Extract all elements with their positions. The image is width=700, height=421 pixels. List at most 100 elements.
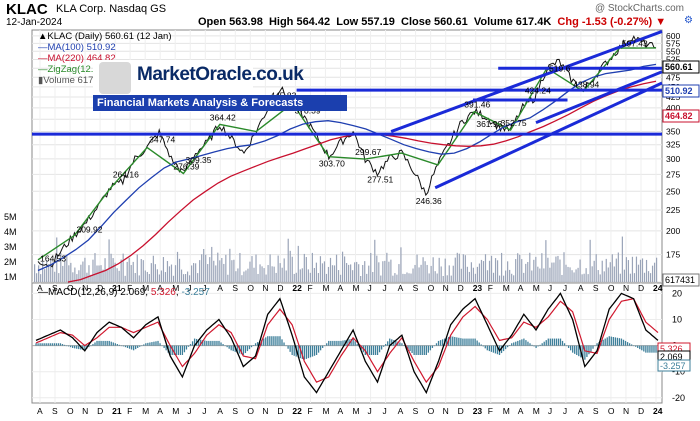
macd-histogram-bar (230, 345, 232, 351)
macd-histogram-bar (242, 345, 245, 355)
volume-bar (297, 245, 299, 282)
macd-histogram-bar (569, 345, 572, 351)
volume-bar (529, 252, 531, 282)
volume-bar (422, 257, 424, 282)
x-tick-label: N (623, 283, 629, 293)
macd-histogram-bar (248, 345, 251, 350)
macd-histogram-bar (116, 344, 119, 346)
volume-bar (567, 266, 569, 282)
volume-bar (627, 260, 630, 282)
volume-bar (402, 273, 404, 282)
macd-histogram-bar (90, 345, 92, 347)
price-tick-label: 550 (666, 46, 680, 56)
volume-bar (503, 275, 505, 282)
macd-histogram-bar (519, 340, 521, 346)
macd-histogram-bar (649, 345, 651, 353)
volume-bar (44, 269, 46, 282)
volume-bar (108, 239, 110, 282)
macd-histogram-bar (328, 340, 330, 346)
price-tick-label: 475 (666, 72, 680, 82)
macd-histogram-bar (521, 339, 523, 346)
volume-bar (267, 265, 269, 282)
macd-histogram-bar (212, 340, 214, 346)
macd-histogram-bar (561, 340, 564, 346)
volume-bar (482, 261, 485, 282)
macd-histogram-bar (185, 345, 188, 350)
macd-histogram-bar (63, 344, 66, 346)
macd-histogram-bar (326, 343, 328, 346)
volume-bar (34, 264, 36, 282)
volume-bar (354, 262, 356, 282)
macd-histogram-bar (100, 340, 102, 346)
volume-bar (134, 272, 136, 282)
volume-bar (498, 275, 501, 282)
volume-bar (307, 269, 309, 282)
volume-bar (400, 247, 402, 282)
macd-histogram-bar (102, 340, 104, 346)
volume-bar (611, 254, 613, 282)
macd-histogram-bar (376, 345, 379, 355)
price-annotation: 264.16 (113, 170, 139, 180)
macd-histogram-bar (126, 345, 129, 348)
macd-histogram-bar (301, 345, 303, 359)
volume-bar (215, 265, 217, 282)
macd-histogram-bar (236, 345, 238, 353)
macd-histogram-bar (567, 345, 570, 348)
x-tick-label: J (563, 283, 567, 293)
volume-bar (593, 260, 595, 282)
volume-bar (116, 268, 118, 282)
volume-bar (265, 274, 267, 282)
volume-bar (162, 257, 165, 282)
volume-bar (651, 265, 654, 282)
x-tick-label: 22 (292, 406, 302, 416)
macd-histogram-bar (500, 345, 503, 354)
volume-bar (346, 263, 348, 282)
volume-bar (120, 259, 122, 282)
x-tick-label: N (262, 283, 268, 293)
volume-bar (172, 275, 175, 282)
x-tick-label: A (398, 406, 404, 416)
price-annotation: 303.70 (319, 159, 345, 169)
macd-histogram-bar (204, 340, 206, 346)
volume-bar (621, 236, 623, 282)
volume-bar (50, 259, 52, 282)
x-tick-label: 23 (473, 406, 483, 416)
volume-bar (209, 257, 211, 282)
x-tick-label: J (202, 406, 206, 416)
volume-bar (525, 263, 527, 282)
volume-bar (203, 248, 205, 282)
volume-bar (207, 264, 209, 282)
macd-histogram-bar (41, 343, 43, 346)
macd-histogram-bar (395, 340, 397, 346)
copyright-link[interactable]: @ StockCharts.com (594, 3, 684, 14)
macd-histogram-bar (492, 345, 495, 353)
volume-bar (474, 273, 477, 282)
macd-histogram-bar (547, 338, 549, 346)
macd-histogram-bar (458, 337, 460, 346)
gear-icon[interactable]: ⚙ (684, 15, 693, 26)
macd-value: 2.069 (120, 287, 146, 298)
macd-histogram-bar (435, 343, 438, 346)
x-tick-label: F (307, 283, 312, 293)
volume-bar (458, 253, 460, 282)
volume-bar (486, 270, 489, 282)
volume-bar (329, 257, 332, 282)
volume-bar (641, 258, 644, 282)
macd-histogram-bar (222, 344, 224, 346)
volume-bar (144, 270, 146, 282)
macd-histogram-bar (187, 345, 190, 347)
macd-histogram-bar (252, 345, 255, 346)
macd-histogram-bar (411, 345, 413, 354)
volume-bar (579, 259, 581, 282)
macd-histogram-bar (450, 336, 452, 346)
volume-bar (132, 261, 134, 282)
logo-statue-icon (99, 62, 131, 94)
macd-histogram-bar (610, 336, 612, 346)
volume-bar (396, 274, 398, 282)
macd-histogram-bar (114, 343, 116, 346)
volume-bar (243, 271, 245, 282)
volume-bar (607, 267, 609, 282)
volume-bar (424, 261, 426, 282)
volume-bar (331, 265, 334, 282)
price-tick-label: 275 (666, 169, 680, 179)
